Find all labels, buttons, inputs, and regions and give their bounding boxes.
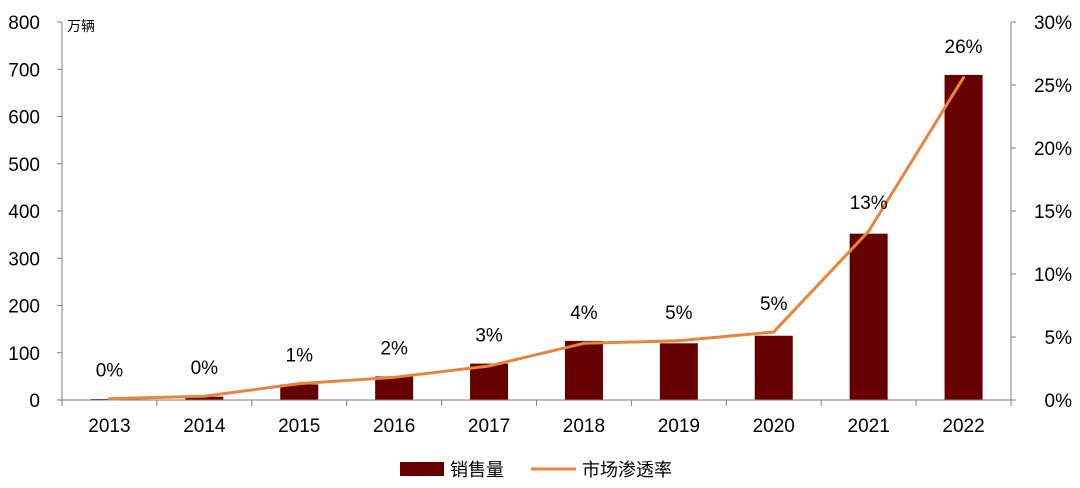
- bar-2015: [280, 384, 319, 400]
- right-tick-label: 0%: [1045, 391, 1073, 412]
- penetration-point-2015: [297, 382, 301, 386]
- bar-2018: [564, 340, 603, 400]
- penetration-point-2020: [772, 330, 776, 334]
- x-tick-label-2019: 2019: [658, 416, 700, 437]
- penetration-line: [109, 76, 965, 401]
- penetration-point-2022: [962, 75, 966, 79]
- penetration-point-2014: [202, 394, 206, 398]
- bar-2014: [185, 396, 224, 400]
- x-tick-label-2015: 2015: [278, 416, 320, 437]
- right-tick-label: 15%: [1034, 202, 1072, 223]
- left-tick-label: 0: [29, 391, 40, 412]
- left-tick-label: 400: [8, 202, 40, 223]
- bar-2022: [944, 74, 983, 401]
- penetration-point-2017: [487, 364, 491, 368]
- penetration-point-2018: [582, 341, 586, 345]
- right-tick-label: 10%: [1034, 265, 1072, 286]
- x-tick-label-2014: 2014: [183, 416, 226, 437]
- x-tick-label-2016: 2016: [373, 416, 415, 437]
- left-tick-label: 200: [8, 297, 40, 318]
- x-tick-label-2013: 2013: [88, 416, 130, 437]
- penetration-point-2016: [392, 375, 396, 379]
- data-label-2021: 13%: [850, 193, 888, 214]
- data-label-2019: 5%: [665, 303, 693, 324]
- legend-label-penetration: 市场渗透率: [582, 460, 672, 481]
- bar-2017: [470, 363, 509, 400]
- left-tick-label: 600: [8, 108, 40, 129]
- data-label-2020: 5%: [760, 294, 788, 315]
- penetration-point-2013: [107, 397, 111, 401]
- x-tick-label-2021: 2021: [848, 416, 890, 437]
- data-label-2017: 3%: [475, 326, 503, 347]
- x-tick-label-2018: 2018: [563, 416, 605, 437]
- legend-label-sales: 销售量: [450, 460, 504, 481]
- x-tick-label-2017: 2017: [468, 416, 510, 437]
- left-tick-label: 300: [8, 249, 40, 270]
- left-tick-label: 800: [8, 13, 40, 34]
- bar-2020: [754, 335, 793, 400]
- data-label-2022: 26%: [945, 37, 983, 58]
- right-tick-label: 30%: [1034, 13, 1072, 34]
- penetration-point-2021: [867, 229, 871, 233]
- right-tick-label: 25%: [1034, 76, 1072, 97]
- legend-swatch-sales: [400, 462, 444, 476]
- left-axis-unit-label: 万辆: [67, 19, 95, 35]
- right-tick-label: 5%: [1045, 328, 1073, 349]
- x-tick-label-2020: 2020: [753, 416, 795, 437]
- data-label-2018: 4%: [570, 303, 598, 324]
- bar-2016: [375, 376, 414, 400]
- data-label-2016: 2%: [380, 338, 408, 359]
- legend: 销售量 市场渗透率: [400, 460, 672, 481]
- left-tick-label: 700: [8, 60, 40, 81]
- data-label-2014: 0%: [191, 358, 219, 379]
- left-tick-label: 500: [8, 155, 40, 176]
- x-tick-label-2022: 2022: [942, 416, 984, 437]
- left-tick-label: 100: [8, 344, 40, 365]
- penetration-point-2019: [677, 339, 681, 343]
- data-label-2013: 0%: [96, 361, 124, 382]
- right-tick-label: 20%: [1034, 139, 1072, 160]
- data-label-2015: 1%: [286, 346, 314, 367]
- bar-2019: [659, 343, 698, 400]
- bar-2021: [849, 233, 888, 400]
